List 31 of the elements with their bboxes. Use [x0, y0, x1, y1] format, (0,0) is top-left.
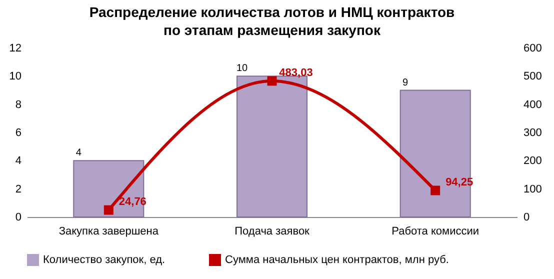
- bar: [73, 160, 144, 218]
- y2-tick-label: 300: [524, 127, 542, 139]
- x-tick-label: Закупка завершена: [58, 226, 160, 238]
- y-tick-label: 0: [15, 212, 22, 224]
- y-tick-label: 8: [15, 98, 22, 111]
- legend-label: Сумма начальных цен контрактов, млн руб.: [225, 254, 449, 266]
- point: [267, 76, 277, 86]
- y2-tick-label: 100: [524, 183, 542, 196]
- y2-tick-label: 500: [524, 70, 542, 83]
- chart-title: Распределение количества лотов и НМЦ контрактов по этапам размещения закупок: [89, 4, 456, 38]
- y-tick-label: 12: [9, 42, 22, 54]
- y-tick-label: 10: [9, 70, 22, 83]
- y2-tick-label: 400: [524, 98, 542, 111]
- x-tick-label: Подача заявок: [234, 226, 310, 238]
- y2-tick-label: 600: [524, 42, 542, 54]
- x-tick-label: Работа комиссии: [392, 226, 480, 238]
- data-label: 4: [76, 148, 82, 159]
- point: [104, 205, 114, 215]
- y-tick-label: 4: [15, 155, 22, 168]
- data-label: 483,03: [279, 66, 313, 79]
- y-tick-label: 2: [15, 183, 22, 196]
- data-label: 10: [236, 63, 248, 74]
- legend-label: Количество закупок, ед.: [43, 254, 166, 266]
- data-label: 24,76: [118, 196, 146, 208]
- y2-tick-label: 0: [524, 212, 530, 224]
- point: [430, 186, 440, 196]
- y2-tick-label: 200: [524, 155, 542, 168]
- y-tick-label: 6: [15, 127, 22, 139]
- bar: [400, 90, 471, 218]
- data-label: 94,25: [446, 176, 474, 188]
- data-label: 9: [402, 77, 409, 88]
